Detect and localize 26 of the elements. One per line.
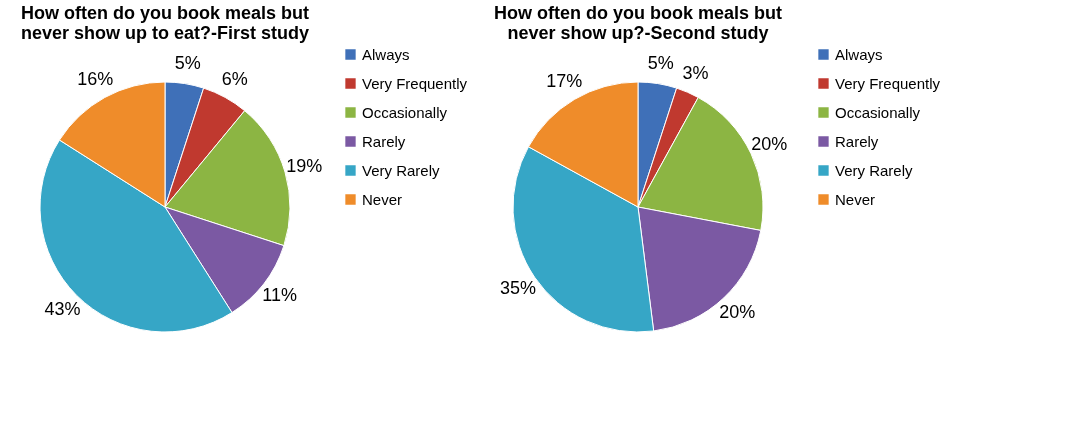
legend-label: Very Rarely [362,161,441,179]
data-label: 11% [262,284,297,305]
data-label: 19% [286,155,323,176]
data-label: 20% [751,134,788,155]
chart-title: How often do you book meals but never show up to eat?-First study [20,3,310,43]
data-label: 20% [719,301,756,322]
legend-label: Very Rarely [835,161,914,179]
data-label: 43% [44,298,81,319]
legend-label: Never [362,190,403,208]
legend-label: Rarely [835,132,879,150]
legend-label: Very Frequently [835,74,941,92]
data-label: 6% [221,68,248,89]
legend-label: Occasionally [835,103,921,121]
legend-label: Always [835,45,883,63]
legend-label: Never [835,190,876,208]
legend-label: Very Frequently [362,74,468,92]
data-label: 17% [546,71,583,92]
data-label: 16% [77,68,114,89]
data-label: 5% [174,52,201,73]
chart-title: How often do you book meals but never show up?-Second study [494,3,783,43]
data-label: 35% [500,277,537,298]
data-label: 5% [647,52,674,73]
legend-label: Occasionally [362,103,448,121]
legend-label: Rarely [362,132,406,150]
data-label: 3% [682,62,709,83]
legend-label: Always [362,45,410,63]
